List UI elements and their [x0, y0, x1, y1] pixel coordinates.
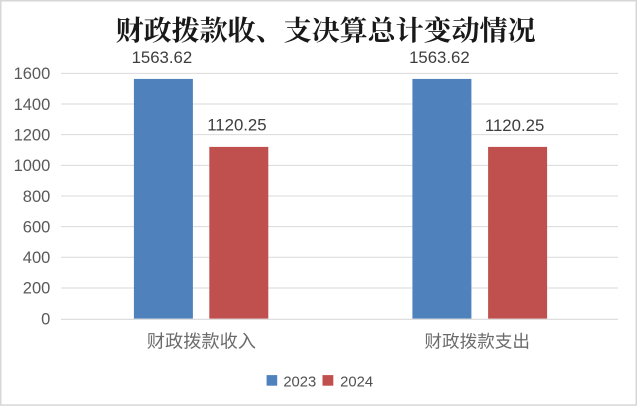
svg-text:1120.25: 1120.25 — [207, 116, 266, 135]
svg-text:200: 200 — [23, 280, 51, 298]
svg-text:2024: 2024 — [340, 375, 373, 391]
svg-text:600: 600 — [23, 218, 51, 236]
svg-text:1200: 1200 — [14, 126, 51, 144]
svg-text:1120.25: 1120.25 — [485, 116, 544, 135]
svg-text:400: 400 — [23, 249, 51, 267]
svg-text:1400: 1400 — [14, 96, 51, 114]
svg-text:0: 0 — [41, 310, 50, 328]
svg-text:1000: 1000 — [14, 157, 51, 175]
svg-text:1563.62: 1563.62 — [132, 48, 193, 67]
svg-text:2023: 2023 — [283, 375, 316, 391]
svg-text:800: 800 — [23, 188, 51, 206]
svg-text:1600: 1600 — [14, 65, 51, 83]
svg-text:1563.62: 1563.62 — [409, 48, 470, 67]
